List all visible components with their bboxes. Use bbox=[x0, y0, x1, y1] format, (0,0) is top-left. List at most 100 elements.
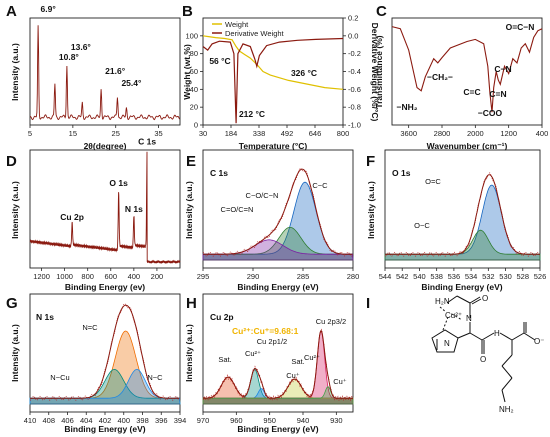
x-tick-label: 2000 bbox=[467, 129, 484, 138]
fit-envelope bbox=[385, 174, 540, 255]
x-tick-label: 184 bbox=[225, 129, 238, 138]
fit-envelope bbox=[203, 168, 353, 255]
ftir-band-label: −COO bbox=[478, 108, 503, 118]
panel-c-ylabel: Transmittance (%) bbox=[374, 35, 384, 108]
panel-h-title: Cu 2p bbox=[210, 312, 234, 322]
panel-b-y2label: Derivative Weight (%/°C) bbox=[370, 23, 380, 122]
x-tick-label: 406 bbox=[61, 416, 74, 425]
series-line-derivative bbox=[202, 37, 344, 124]
panel-i: I bbox=[366, 294, 544, 414]
xps-survey bbox=[29, 151, 181, 265]
component-label: N=C bbox=[82, 323, 98, 332]
panel-f-ylabel: Intensity (a.u.) bbox=[366, 181, 376, 239]
panel-f: F 544 542 540 538 536 534 532 530 528 526 O=C O−C O… bbox=[366, 149, 546, 292]
component-label: C−O/C−N bbox=[246, 191, 279, 200]
x-tick-label: 396 bbox=[155, 416, 168, 425]
ftir-band-label: −CH₂− bbox=[427, 72, 453, 82]
y-tick-label: 40 bbox=[190, 85, 198, 94]
xps-survey-label: C 1s bbox=[138, 136, 156, 146]
xrd-peak-label: 6.9° bbox=[41, 4, 57, 14]
bond bbox=[481, 332, 495, 341]
bond bbox=[456, 295, 471, 304]
xps-survey-label: N 1s bbox=[125, 204, 143, 214]
panel-e-frame bbox=[202, 149, 354, 269]
panel-c-xlabel: Wavenumber (cm⁻¹) bbox=[427, 141, 508, 151]
x-tick-label: 538 bbox=[430, 272, 443, 281]
x-tick-label: 394 bbox=[174, 416, 187, 425]
cu-label-cu-right: Cu⁺ bbox=[333, 377, 347, 386]
panel-a: A 6.9° 10.8°13.6° 21.6° 25.4° 5 15 25 35 Intens… bbox=[6, 3, 181, 151]
xrd-pattern bbox=[29, 25, 180, 121]
y-tick-label: 100 bbox=[185, 31, 198, 40]
x-tick-label: 940 bbox=[297, 416, 310, 425]
panel-g-plot: 410 408 406 404 402 400 398 396 394 N=C N−Cu N−C bbox=[24, 303, 187, 425]
x-tick-label: 536 bbox=[448, 272, 461, 281]
x-tick-label: 410 bbox=[24, 416, 37, 425]
bond bbox=[501, 389, 506, 403]
legend-label-weight: Weight bbox=[225, 20, 249, 29]
cu-label-2p32: Cu 2p3/2 bbox=[316, 317, 346, 326]
x-tick-label: 404 bbox=[80, 416, 93, 425]
bond bbox=[501, 365, 513, 379]
y2-tick-label: -0.6 bbox=[348, 85, 361, 94]
x-tick-label: 2800 bbox=[434, 129, 451, 138]
component-label: O−C bbox=[414, 221, 430, 230]
panel-label-e: E bbox=[186, 153, 196, 170]
y2-tick-label: 0.0 bbox=[348, 31, 358, 40]
panel-f-title: O 1s bbox=[392, 168, 411, 178]
xrd-peak-label: 10.8° bbox=[59, 52, 80, 62]
x-tick-label: 492 bbox=[281, 129, 294, 138]
panel-e-title: C 1s bbox=[210, 168, 228, 178]
cu-ratio-label: Cu²⁺:Cu⁺=9.68:1 bbox=[232, 326, 299, 336]
xrd-peak-label: 21.6° bbox=[105, 66, 126, 76]
panel-c: C 3600 2800 2000 1200 400 O=C−N −CH₂− C−N C=C C=N… bbox=[374, 3, 548, 151]
atom-h2n: H₂N bbox=[435, 297, 450, 306]
panel-g-xlabel: Binding Energy (eV) bbox=[64, 424, 145, 434]
raw-data bbox=[29, 303, 180, 401]
panel-label-b: B bbox=[182, 3, 193, 20]
panel-label-h: H bbox=[186, 295, 197, 312]
y2-tick-label: -0.8 bbox=[348, 103, 361, 112]
x-tick-label: 400 bbox=[128, 272, 141, 281]
ftir-band-label: O=C−N bbox=[506, 22, 535, 32]
series-line-weight bbox=[202, 35, 344, 90]
cu-label-cu2-left: Cu²⁺ bbox=[245, 349, 261, 358]
bond bbox=[457, 332, 471, 339]
y2-tick-label: -0.4 bbox=[348, 67, 361, 76]
x-tick-label: 544 bbox=[379, 272, 392, 281]
x-tick-label: 400 bbox=[536, 129, 549, 138]
ftir-band-label: C=C bbox=[463, 87, 480, 97]
x-tick-label: 646 bbox=[309, 129, 322, 138]
component-label: N−C bbox=[147, 373, 163, 382]
bond bbox=[469, 332, 483, 341]
cu-label-sat-left: Sat. bbox=[218, 355, 231, 364]
component-peak bbox=[384, 229, 541, 261]
x-tick-label: 532 bbox=[482, 272, 495, 281]
bond bbox=[469, 296, 481, 304]
coordination-bond bbox=[451, 313, 463, 321]
component-peak bbox=[202, 386, 354, 405]
panel-label-f: F bbox=[366, 153, 375, 170]
x-tick-label: 528 bbox=[517, 272, 530, 281]
x-tick-label: 540 bbox=[413, 272, 426, 281]
x-tick-label: 600 bbox=[105, 272, 118, 281]
x-tick-label: 950 bbox=[263, 416, 276, 425]
panel-label-g: G bbox=[6, 295, 18, 312]
component-label: O=C bbox=[425, 177, 441, 186]
panel-b-xlabel: Temperature (°C) bbox=[239, 141, 308, 151]
x-tick-label: 530 bbox=[499, 272, 512, 281]
panel-f-xlabel: Binding Energy (eV) bbox=[421, 282, 502, 292]
panel-d-frame bbox=[29, 149, 181, 269]
ftir-band-label: −NH₂ bbox=[396, 102, 417, 112]
y-tick-label: 20 bbox=[190, 103, 198, 112]
x-tick-label: 1200 bbox=[500, 129, 517, 138]
panel-d-xlabel: Binding Energy (ev) bbox=[65, 282, 145, 292]
tga-label-212: 212 °C bbox=[239, 109, 265, 119]
ftir-spectrum bbox=[391, 26, 543, 113]
x-tick-label: 25 bbox=[112, 129, 120, 138]
x-tick-label: 800 bbox=[337, 129, 350, 138]
panel-d-plot: Cu 2p O 1s N 1s C 1s 1200 1000 800 600 400 200 bbox=[29, 136, 181, 281]
panel-h: H 970 960 950 940 930 Cu 2p3/2 Cu 2p1/2 Cu²⁺ Cu²… bbox=[184, 293, 354, 434]
bond bbox=[511, 332, 525, 341]
